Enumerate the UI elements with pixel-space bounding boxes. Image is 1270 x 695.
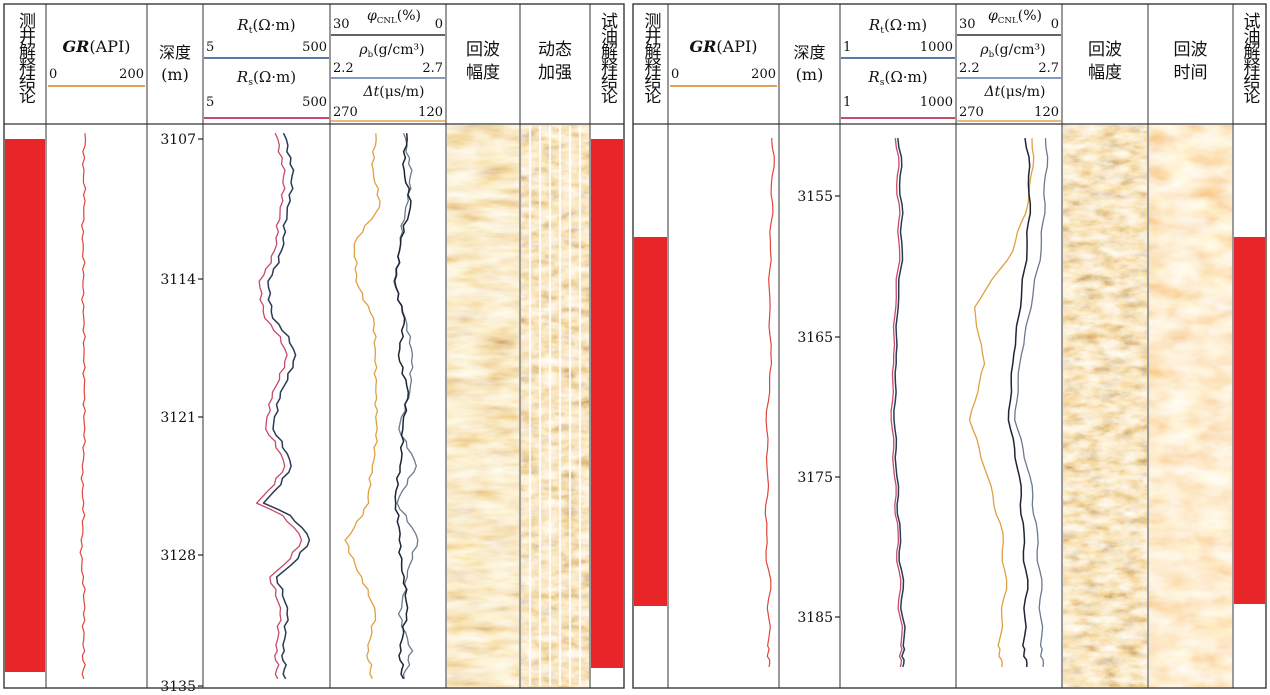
gr-label: GR(API) — [689, 37, 757, 56]
depth-tick-label: 3107 — [160, 132, 196, 148]
ac-label: Δt(μs/m) — [984, 84, 1046, 100]
rs-curve — [890, 138, 904, 668]
depth-tick-label: 3128 — [160, 548, 196, 564]
image-track-2-title-1: 动态 — [538, 40, 572, 60]
gr-scale-min: 0 — [671, 67, 679, 82]
image-track-2-texture — [1149, 125, 1232, 687]
rt-scale-max: 1000 — [920, 40, 953, 55]
rt-label: Rt(Ω·m) — [868, 16, 927, 36]
test-result-bar — [591, 139, 623, 668]
panel-right: 测井解释结论 试油解释结论 GR(API) 0 200 深度 (m) Rt(Ω·m) 1 1000… — [632, 3, 1267, 689]
depth-tick-label: 3165 — [797, 330, 833, 346]
rs-scale-min: 5 — [206, 95, 214, 110]
ac-scale-max: 120 — [1034, 105, 1059, 120]
gr-scale-max: 200 — [119, 67, 144, 82]
depth-unit: (m) — [796, 65, 824, 84]
depth-tick-label: 3175 — [797, 470, 833, 486]
test-track-title: 试油解释结论 — [1240, 12, 1261, 104]
cnl-scale-max: 0 — [1051, 17, 1059, 32]
interp-result-bar — [5, 139, 45, 672]
den-label: ρb(g/cm³) — [979, 42, 1045, 60]
depth-label: 深度 — [159, 43, 191, 62]
ac-scale-max: 120 — [418, 105, 443, 120]
cnl-scale-min: 30 — [333, 17, 350, 32]
rt-curve — [893, 138, 906, 668]
gr-scale-min: 0 — [49, 67, 57, 82]
image-track-2-title-2: 时间 — [1174, 63, 1208, 83]
den-curve — [1014, 138, 1049, 667]
rs-scale-min: 1 — [843, 95, 851, 110]
test-result-bar — [1234, 237, 1265, 604]
ac-scale-min: 270 — [959, 105, 984, 120]
image-track-1-title-2: 幅度 — [1088, 63, 1122, 83]
depth-unit: (m) — [161, 65, 189, 84]
cnl-curve — [393, 133, 412, 680]
depth-tick-label: 3121 — [160, 410, 196, 426]
image-track-1-texture — [1063, 125, 1147, 687]
rt-scale-max: 500 — [302, 40, 327, 55]
gr-curve — [79, 133, 87, 680]
cnl-scale-max: 0 — [435, 17, 443, 32]
rs-scale-max: 1000 — [920, 95, 953, 110]
rt-scale-min: 5 — [206, 40, 214, 55]
rs-curve — [255, 132, 303, 680]
cnl-curve — [1007, 137, 1032, 667]
interp-result-bar — [634, 237, 667, 606]
rs-label: Rs(Ω·m) — [236, 68, 296, 88]
image-track-2-title-2: 加强 — [538, 63, 572, 83]
panel-frame-top — [3, 3, 625, 689]
den-scale-min: 2.2 — [959, 61, 980, 76]
depth-tick-label: 3114 — [160, 272, 196, 288]
den-scale-max: 2.7 — [1038, 61, 1059, 76]
rs-scale-max: 500 — [302, 95, 327, 110]
ac-label: Δt(μs/m) — [363, 84, 425, 100]
image-track-1-title-1: 回波 — [466, 40, 500, 60]
rs-label: Rs(Ω·m) — [867, 68, 927, 88]
ac-curve — [968, 138, 1035, 667]
interp-track-title: 测井解释结论 — [15, 12, 36, 104]
ac-curve — [344, 133, 381, 680]
cnl-scale-min: 30 — [959, 17, 976, 32]
interp-track-title: 测井解释结论 — [641, 12, 662, 104]
depth-label: 深度 — [793, 43, 825, 62]
rt-scale-min: 1 — [843, 40, 851, 55]
gr-curve — [764, 138, 775, 668]
image-track-2-title-1: 回波 — [1174, 40, 1208, 60]
image-track-1-texture — [447, 125, 519, 687]
panel-left: 测井解释结论 试油解释结论 GR(API) 0 200 深度 (m) Rt(Ω·m) 5 500 R… — [3, 3, 625, 695]
depth-tick-label: 3185 — [797, 610, 833, 626]
test-track-title: 试油解释结论 — [597, 12, 618, 104]
gr-scale-max: 200 — [751, 67, 776, 82]
gr-label: GR(API) — [62, 37, 130, 56]
image-track-1-title-1: 回波 — [1088, 40, 1122, 60]
image-track-1-title-2: 幅度 — [466, 63, 500, 83]
den-scale-min: 2.2 — [333, 61, 354, 76]
depth-tick-label: 3135 — [160, 679, 196, 691]
ac-scale-min: 270 — [333, 105, 358, 120]
den-curve — [393, 132, 419, 679]
cnl-label: φCNL(%) — [367, 8, 421, 26]
den-label: ρb(g/cm³) — [358, 42, 424, 60]
image-track-2-texture — [521, 125, 589, 687]
rt-curve — [262, 132, 311, 680]
den-scale-max: 2.7 — [422, 61, 443, 76]
depth-tick-label: 3155 — [797, 189, 833, 205]
rt-label: Rt(Ω·m) — [236, 16, 295, 36]
cnl-label: φCNL(%) — [988, 8, 1042, 26]
panel-frame-top — [632, 3, 1267, 689]
